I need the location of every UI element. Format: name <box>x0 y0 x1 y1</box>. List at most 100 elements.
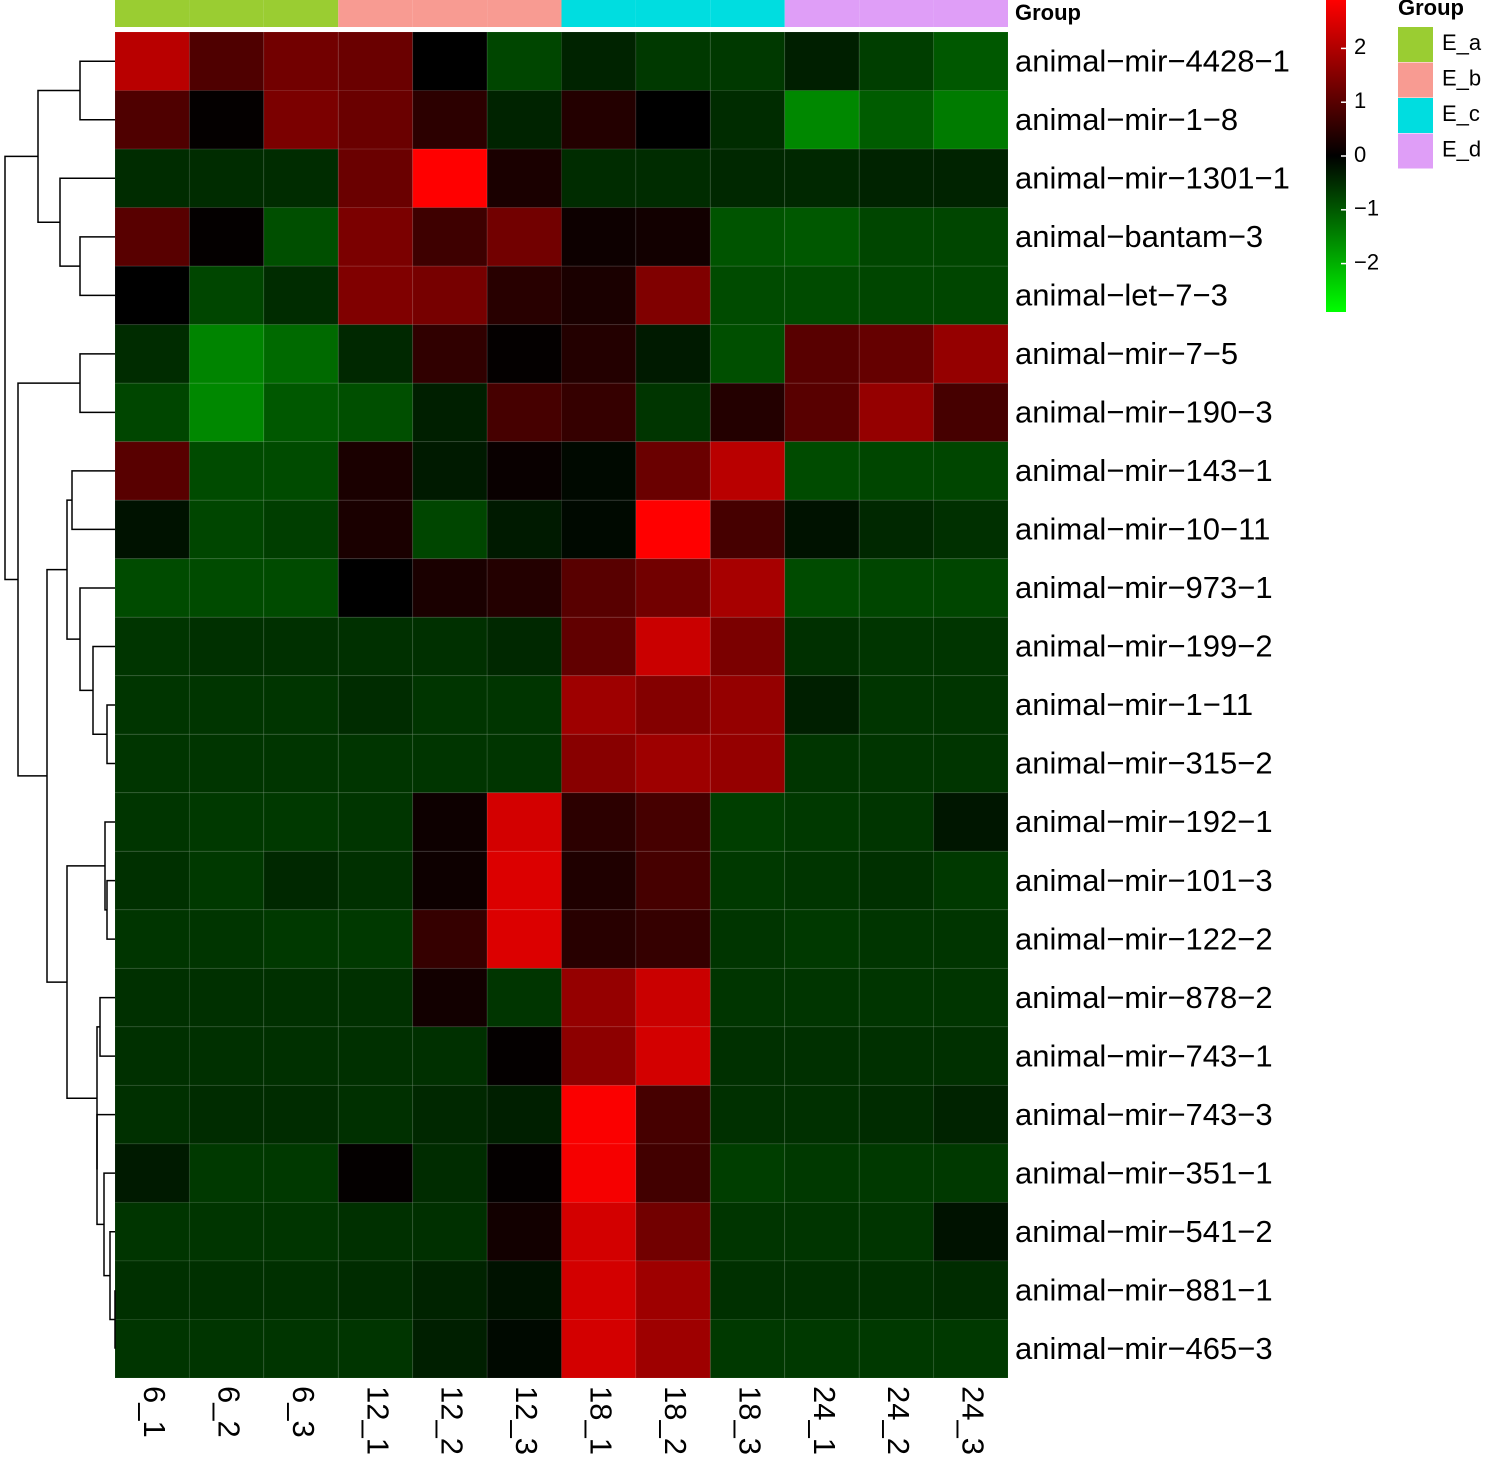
row-label: animal−mir−143−1 <box>1015 453 1273 488</box>
heatmap-cell <box>263 792 339 852</box>
heatmap-cell <box>263 148 339 209</box>
heatmap-cell <box>933 909 1009 969</box>
heatmap-cell <box>263 1318 339 1379</box>
heatmap-cell <box>635 967 711 1028</box>
heatmap-cell <box>561 909 637 969</box>
heatmap-cell <box>114 90 190 150</box>
heatmap-cell <box>337 909 414 969</box>
column-label: 24_3 <box>956 1386 991 1455</box>
heatmap-cell <box>784 616 860 677</box>
heatmap-cell <box>933 207 1009 267</box>
heatmap-cell <box>337 265 414 326</box>
heatmap-cell <box>188 675 265 735</box>
heatmap-cell <box>486 90 563 150</box>
heatmap-cell <box>784 1318 860 1379</box>
heatmap-cell <box>933 967 1009 1028</box>
row-label: animal−mir−190−3 <box>1015 395 1273 430</box>
heatmap-cell <box>337 1201 414 1262</box>
heatmap-cell <box>635 90 711 150</box>
heatmap-cell <box>263 265 339 326</box>
heatmap-cell <box>263 499 339 560</box>
annotation-cell <box>784 0 860 27</box>
dendrogram-branch <box>79 60 115 121</box>
heatmap-cell <box>263 90 339 150</box>
heatmap-cell <box>561 207 637 267</box>
heatmap-cell <box>486 1201 563 1262</box>
colorbar-tick-label: −2 <box>1354 249 1379 274</box>
heatmap-cell <box>561 850 637 911</box>
heatmap-cell <box>114 1084 190 1145</box>
row-label: animal−mir−315−2 <box>1015 746 1273 781</box>
heatmap-cell <box>561 1143 637 1203</box>
heatmap-cell <box>337 558 414 618</box>
heatmap-cell <box>709 792 786 852</box>
heatmap-cell <box>933 733 1009 794</box>
heatmap-cell <box>561 792 637 852</box>
dendrogram-branch <box>96 1113 115 1226</box>
heatmap-cell <box>263 616 339 677</box>
heatmap-cell <box>784 382 860 443</box>
heatmap-cell <box>337 967 414 1028</box>
heatmap-cell <box>114 850 190 911</box>
heatmap-cell <box>709 382 786 443</box>
heatmap-cell <box>561 558 637 618</box>
heatmap-cell <box>561 324 637 384</box>
heatmap-cell <box>486 441 563 501</box>
dendrogram-branch <box>46 568 67 983</box>
heatmap-cell <box>635 675 711 735</box>
heatmap-cell <box>486 675 563 735</box>
heatmap-cell <box>933 1026 1009 1086</box>
heatmap-cell <box>784 909 860 969</box>
heatmap-cell <box>188 441 265 501</box>
heatmap-cell <box>412 675 488 735</box>
dendrogram-branch <box>71 470 115 531</box>
heatmap-cell <box>933 324 1009 384</box>
heatmap-cell <box>784 499 860 560</box>
annotation-cell <box>561 0 636 27</box>
heatmap-cell <box>709 733 786 794</box>
heatmap-cell <box>337 1084 414 1145</box>
heatmap-cell <box>486 265 563 326</box>
heatmap-cell <box>412 909 488 969</box>
heatmap-cell <box>412 967 488 1028</box>
heatmap-cell <box>412 850 488 911</box>
heatmap-cell <box>412 90 488 150</box>
heatmap-cell <box>114 382 190 443</box>
row-label: animal−mir−1−8 <box>1015 102 1238 137</box>
heatmap-cell <box>709 1084 786 1145</box>
heatmap-cell <box>263 909 339 969</box>
annotation-cell <box>933 0 1008 27</box>
heatmap-cell <box>635 909 711 969</box>
row-label: animal−mir−192−1 <box>1015 804 1273 839</box>
heatmap-cell <box>188 1201 265 1262</box>
heatmap-cell <box>561 1318 637 1379</box>
dendrogram-branch <box>66 499 80 640</box>
column-label: 12_3 <box>509 1386 544 1455</box>
row-label: animal−bantam−3 <box>1015 219 1263 254</box>
heatmap-cell <box>858 90 935 150</box>
heatmap-cell <box>784 850 860 911</box>
heatmap-cell <box>337 616 414 677</box>
heatmap-cell <box>188 967 265 1028</box>
heatmap-cell <box>784 1084 860 1145</box>
dendrogram-branch <box>79 353 115 414</box>
dendrogram-branch <box>79 236 115 297</box>
heatmap-cell <box>635 1026 711 1086</box>
annotation-cell <box>412 0 488 27</box>
heatmap-cell <box>114 733 190 794</box>
heatmap-cell <box>412 324 488 384</box>
colorbar-tick-label: −1 <box>1354 196 1379 221</box>
heatmap-cell <box>709 31 786 92</box>
heatmap-cell <box>263 850 339 911</box>
heatmap-cell <box>337 733 414 794</box>
row-label: animal−mir−351−1 <box>1015 1155 1273 1190</box>
heatmap-cell <box>709 265 786 326</box>
heatmap-cell <box>784 90 860 150</box>
heatmap-cell <box>412 148 488 209</box>
dendrogram-branch <box>37 89 80 223</box>
heatmap-cell <box>635 1318 711 1379</box>
heatmap-cell <box>486 909 563 969</box>
annotation-cell <box>115 0 190 27</box>
heatmap-cell <box>114 441 190 501</box>
heatmap-cell <box>933 148 1009 209</box>
